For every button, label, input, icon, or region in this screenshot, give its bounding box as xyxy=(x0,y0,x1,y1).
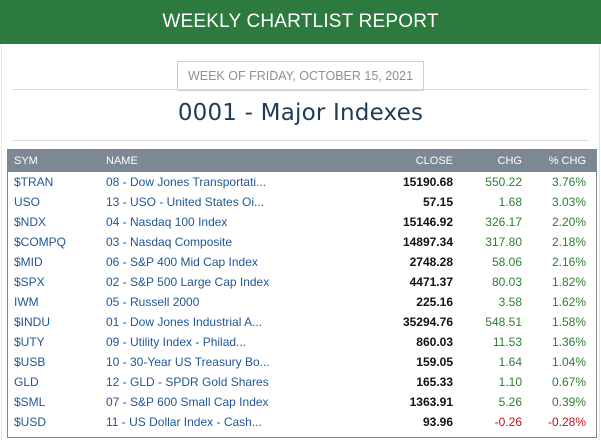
column-header-chg[interactable]: CHG xyxy=(497,155,522,167)
chartlist-title: 0001 - Major Indexes xyxy=(177,100,424,126)
percent-change-value: 1.82% xyxy=(551,275,586,289)
change-value: 1.64 xyxy=(498,355,522,369)
percent-change-value: 3.03% xyxy=(551,195,586,209)
percent-change-value: 3.76% xyxy=(551,175,586,189)
percent-change-value: 0.39% xyxy=(551,395,586,409)
close-value: 15146.92 xyxy=(402,215,453,229)
percent-change-value: 1.04% xyxy=(551,355,586,369)
change-value: 550.22 xyxy=(485,175,522,189)
symbol-link[interactable]: IWM xyxy=(14,295,39,309)
table-row[interactable]: $USD 11 - US Dollar Index - Cash... 93.96 -… xyxy=(8,412,596,432)
divider xyxy=(12,89,589,90)
change-value: 11.53 xyxy=(492,335,522,349)
table-row[interactable]: $TRAN 08 - Dow Jones Transportati... 15190… xyxy=(8,172,596,192)
change-value: 548.51 xyxy=(485,315,522,329)
change-value: 3.58 xyxy=(498,295,522,309)
symbol-link[interactable]: $NDX xyxy=(14,215,47,229)
table-row[interactable]: GLD 12 - GLD - SPDR Gold Shares 165.33 1.10… xyxy=(8,372,596,392)
symbol-link[interactable]: $UTY xyxy=(14,335,45,349)
percent-change-value: 1.58% xyxy=(551,315,586,329)
symbol-link[interactable]: GLD xyxy=(14,375,39,389)
close-value: 159.05 xyxy=(416,355,453,369)
name-link[interactable]: 04 - Nasdaq 100 Index xyxy=(106,215,228,229)
close-value: 57.15 xyxy=(422,195,453,209)
divider xyxy=(12,140,589,141)
table-row[interactable]: $USB 10 - 30-Year US Treasury Bo... 159.05… xyxy=(8,352,596,372)
name-link[interactable]: 13 - USO - United States Oi... xyxy=(106,195,265,209)
percent-change-value: 2.16% xyxy=(551,255,586,269)
change-value: 5.26 xyxy=(498,395,522,409)
name-link[interactable]: 02 - S&P 500 Large Cap Index xyxy=(106,275,270,289)
change-value: 317.80 xyxy=(485,235,522,249)
percent-change-value: 0.67% xyxy=(551,375,586,389)
name-link[interactable]: 07 - S&P 600 Small Cap Index xyxy=(106,395,269,409)
index-table: SYM NAME CLOSE CHG % CHG $TRAN 08 - Dow J… xyxy=(7,149,597,438)
close-value: 4471.37 xyxy=(409,275,453,289)
name-link[interactable]: 01 - Dow Jones Industrial A... xyxy=(106,315,263,329)
report-frame: WEEK OF FRIDAY, OCTOBER 15, 2021 0001 - … xyxy=(1,44,600,440)
close-value: 35294.76 xyxy=(402,315,453,329)
table-row[interactable]: $SPX 02 - S&P 500 Large Cap Index 4471.37 8… xyxy=(8,272,596,292)
close-value: 14897.34 xyxy=(402,235,453,249)
percent-change-value: 1.36% xyxy=(551,335,586,349)
symbol-link[interactable]: $TRAN xyxy=(14,175,54,189)
change-value: 80.03 xyxy=(491,275,522,289)
symbol-link[interactable]: $SPX xyxy=(14,275,45,289)
change-value: 1.10 xyxy=(498,375,522,389)
close-value: 15190.68 xyxy=(402,175,453,189)
change-value: -0.26 xyxy=(494,415,522,429)
close-value: 2748.28 xyxy=(409,255,453,269)
week-label: WEEK OF FRIDAY, OCTOBER 15, 2021 xyxy=(176,61,425,91)
table-row[interactable]: $NDX 04 - Nasdaq 100 Index 15146.92 326.17 2… xyxy=(8,212,596,232)
name-link[interactable]: 11 - US Dollar Index - Cash... xyxy=(106,415,262,429)
table-row[interactable]: $COMPQ 03 - Nasdaq Composite 14897.34 317.8… xyxy=(8,232,596,252)
name-link[interactable]: 09 - Utility Index - Philad... xyxy=(106,335,247,349)
percent-change-value: -0.28% xyxy=(547,415,586,429)
column-header-pct-chg[interactable]: % CHG xyxy=(548,155,586,167)
symbol-link[interactable]: $MID xyxy=(14,255,43,269)
column-header-name[interactable]: NAME xyxy=(106,155,138,167)
table-row[interactable]: USO 13 - USO - United States Oi... 57.15 1.… xyxy=(8,192,596,212)
table-row[interactable]: $INDU 01 - Dow Jones Industrial A... 35294… xyxy=(8,312,596,332)
close-value: 93.96 xyxy=(422,415,453,429)
report-banner: WEEKLY CHARTLIST REPORT xyxy=(0,0,601,44)
close-value: 1363.91 xyxy=(409,395,453,409)
table-row[interactable]: $UTY 09 - Utility Index - Philad... 860.03… xyxy=(8,332,596,352)
change-value: 326.17 xyxy=(485,215,522,229)
symbol-link[interactable]: $USD xyxy=(14,415,47,429)
percent-change-value: 2.18% xyxy=(551,235,586,249)
table-row[interactable]: IWM 05 - Russell 2000 225.16 3.58 1.62% xyxy=(8,292,596,312)
column-header-sym[interactable]: SYM xyxy=(14,155,38,167)
change-value: 58.06 xyxy=(491,255,522,269)
change-value: 1.68 xyxy=(498,195,522,209)
name-link[interactable]: 08 - Dow Jones Transportati... xyxy=(106,175,267,189)
table-body: $TRAN 08 - Dow Jones Transportati... 15190… xyxy=(8,172,596,432)
name-link[interactable]: 05 - Russell 2000 xyxy=(106,295,200,309)
close-value: 225.16 xyxy=(416,295,453,309)
name-link[interactable]: 10 - 30-Year US Treasury Bo... xyxy=(106,355,270,369)
symbol-link[interactable]: $USB xyxy=(14,355,46,369)
symbol-link[interactable]: $SML xyxy=(14,395,46,409)
name-link[interactable]: 03 - Nasdaq Composite xyxy=(106,235,233,249)
table-header: SYM NAME CLOSE CHG % CHG xyxy=(8,150,596,172)
close-value: 165.33 xyxy=(416,375,453,389)
percent-change-value: 1.62% xyxy=(551,295,586,309)
week-label-wrap: WEEK OF FRIDAY, OCTOBER 15, 2021 xyxy=(2,61,599,91)
name-link[interactable]: 06 - S&P 400 Mid Cap Index xyxy=(106,255,258,269)
symbol-link[interactable]: $INDU xyxy=(14,315,51,329)
percent-change-value: 2.20% xyxy=(551,215,586,229)
symbol-link[interactable]: USO xyxy=(14,195,41,209)
name-link[interactable]: 12 - GLD - SPDR Gold Shares xyxy=(106,375,269,389)
table-row[interactable]: $MID 06 - S&P 400 Mid Cap Index 2748.28 58.… xyxy=(8,252,596,272)
table-row[interactable]: $SML 07 - S&P 600 Small Cap Index 1363.91 5… xyxy=(8,392,596,412)
report-banner-title: WEEKLY CHARTLIST REPORT xyxy=(162,11,439,32)
column-header-close[interactable]: CLOSE xyxy=(415,155,453,167)
close-value: 860.03 xyxy=(416,335,453,349)
symbol-link[interactable]: $COMPQ xyxy=(14,235,67,249)
